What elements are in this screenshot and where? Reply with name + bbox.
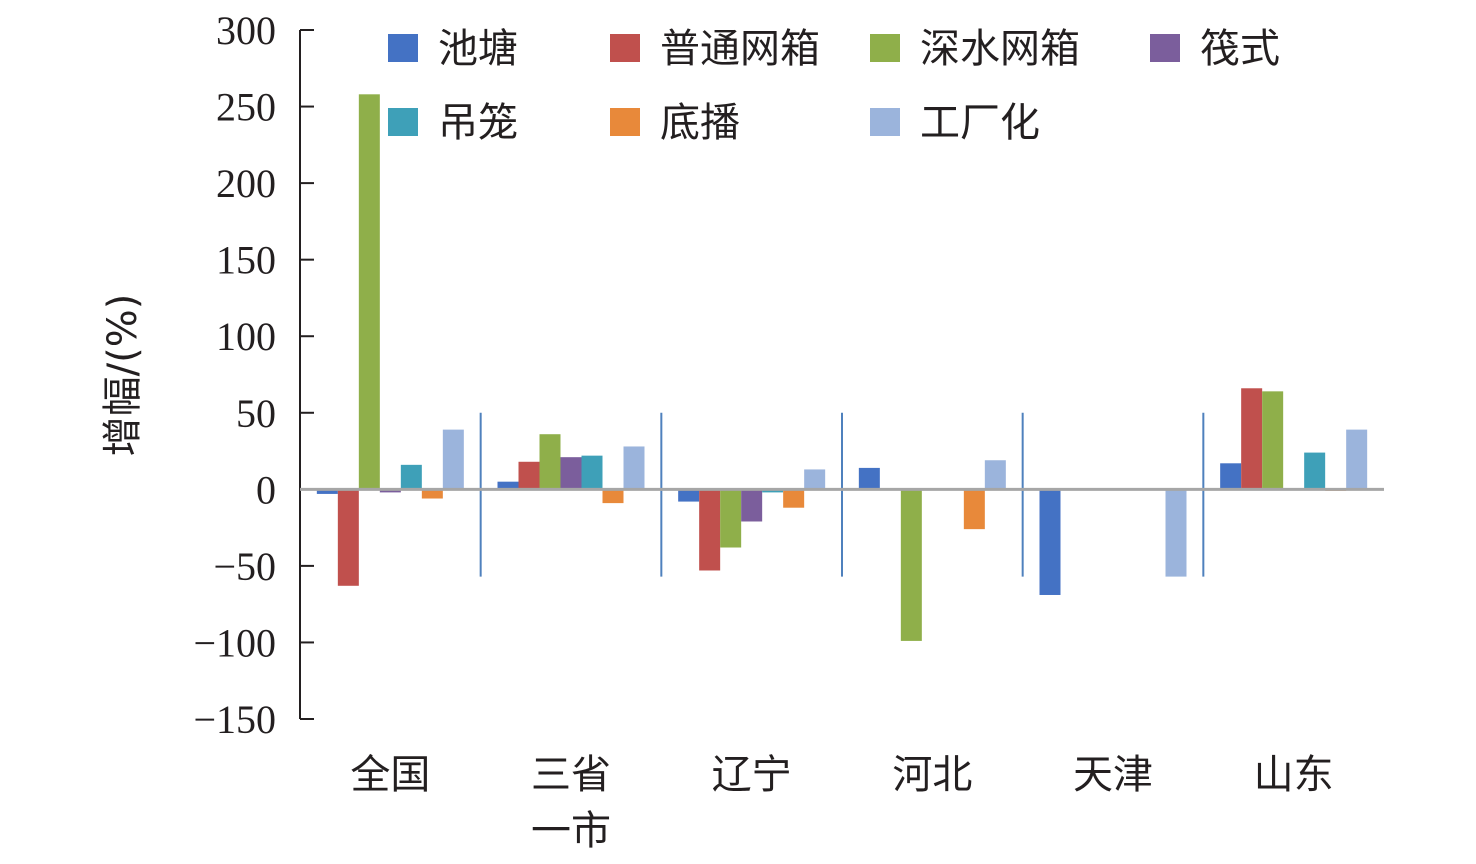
bar bbox=[539, 434, 561, 490]
legend-swatch bbox=[870, 34, 900, 62]
legend-item: 底播 bbox=[610, 100, 740, 146]
y-tick-label: 250 bbox=[216, 85, 276, 130]
legend-item: 工厂化 bbox=[870, 100, 1040, 146]
x-category-label: 全国 bbox=[350, 752, 430, 798]
bar bbox=[963, 489, 985, 530]
legend-label: 筏式 bbox=[1200, 26, 1280, 72]
legend-swatch bbox=[388, 108, 418, 136]
y-tick-label: −50 bbox=[213, 544, 276, 589]
bar bbox=[379, 489, 401, 493]
bar bbox=[804, 469, 826, 490]
bar bbox=[720, 489, 742, 548]
legend-swatch bbox=[610, 108, 640, 136]
y-tick-label: 200 bbox=[216, 161, 276, 206]
legend-label: 工厂化 bbox=[920, 100, 1040, 146]
bar bbox=[699, 489, 721, 571]
bar bbox=[1220, 463, 1242, 490]
bar bbox=[984, 460, 1006, 490]
bar bbox=[497, 481, 519, 490]
legend-swatch bbox=[870, 108, 900, 136]
bar bbox=[900, 489, 922, 641]
y-tick-label: 100 bbox=[216, 314, 276, 359]
bar bbox=[581, 455, 603, 490]
bar bbox=[678, 489, 700, 502]
bar bbox=[1304, 452, 1326, 490]
legend-swatch bbox=[1150, 34, 1180, 62]
bar bbox=[1165, 489, 1187, 577]
bar bbox=[858, 467, 880, 490]
bar bbox=[783, 489, 805, 508]
y-tick-label: 0 bbox=[256, 467, 276, 512]
y-axis-label: 增幅/(%) bbox=[100, 294, 146, 457]
legend-item: 深水网箱 bbox=[870, 26, 1080, 72]
bar bbox=[741, 489, 763, 522]
bar bbox=[560, 457, 582, 490]
y-tick-label: 150 bbox=[216, 238, 276, 283]
legend-label: 池塘 bbox=[438, 26, 518, 72]
bar bbox=[762, 489, 784, 493]
y-tick-label: 50 bbox=[236, 391, 276, 436]
y-tick-label: −150 bbox=[193, 697, 276, 742]
bar bbox=[316, 489, 338, 494]
x-category-label: 山东 bbox=[1254, 752, 1334, 798]
legend-label: 普通网箱 bbox=[660, 26, 820, 72]
x-category-label: 辽宁 bbox=[712, 752, 792, 798]
bar bbox=[358, 94, 380, 490]
bar bbox=[421, 489, 443, 499]
legend-item: 吊笼 bbox=[388, 100, 518, 146]
legend-label: 底播 bbox=[660, 100, 740, 146]
axes-layer: 300 250 200 150 100 50 0 −50 −100 −150 bbox=[193, 8, 1205, 742]
bar bbox=[337, 489, 359, 586]
bar bbox=[602, 489, 624, 504]
y-tick-label: 300 bbox=[216, 8, 276, 53]
bar bbox=[518, 461, 540, 490]
x-category-label: 三省 bbox=[531, 752, 611, 798]
bar bbox=[1346, 429, 1368, 490]
bar bbox=[1262, 391, 1284, 490]
y-tick-label: −100 bbox=[193, 620, 276, 665]
bar bbox=[623, 446, 645, 490]
x-category-label: 天津 bbox=[1073, 752, 1153, 798]
x-category-label: 一市 bbox=[531, 808, 611, 854]
x-category-label: 河北 bbox=[892, 752, 972, 798]
legend-swatch bbox=[388, 34, 418, 62]
legend-label: 吊笼 bbox=[438, 100, 518, 146]
bar bbox=[1241, 388, 1263, 490]
legend-item: 筏式 bbox=[1150, 26, 1280, 72]
legend-swatch bbox=[610, 34, 640, 62]
legend-item: 池塘 bbox=[388, 26, 518, 72]
bar bbox=[442, 429, 464, 490]
legend-label: 深水网箱 bbox=[920, 26, 1080, 72]
bar bbox=[400, 464, 422, 490]
bar bbox=[1039, 489, 1061, 595]
legend-item: 普通网箱 bbox=[610, 26, 820, 72]
